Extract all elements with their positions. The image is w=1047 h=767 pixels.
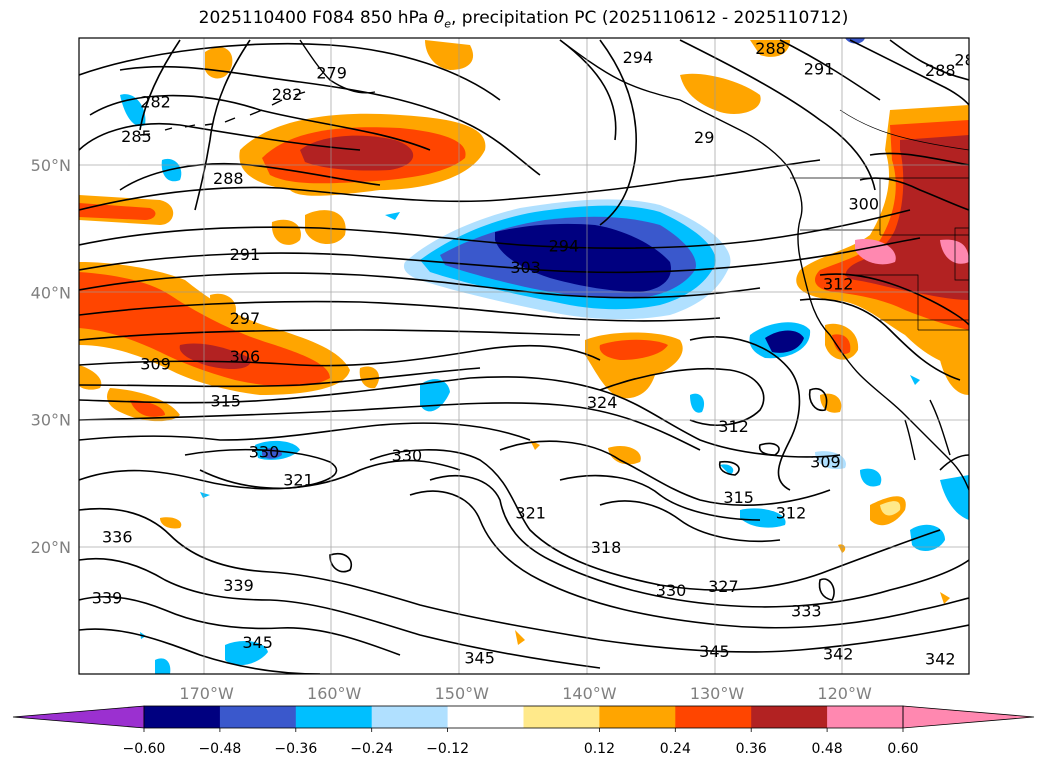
- contour-label: 279: [316, 63, 347, 82]
- latitude-labels: 50°N 40°N 30°N 20°N: [31, 156, 71, 557]
- contour-label: 330: [249, 442, 280, 461]
- map-plot: 2792822822852882912973063093152943033243…: [31, 37, 985, 700]
- contour-label: 297: [230, 309, 261, 328]
- contour-label: 294: [549, 236, 580, 255]
- contour-label: 303: [510, 258, 541, 277]
- contour-label: 321: [515, 503, 546, 522]
- theta-e-contours: [79, 39, 969, 674]
- colorbar-tick-label: 0.60: [887, 741, 918, 757]
- contour-labels: 2792822822852882912973063093152943033243…: [92, 39, 985, 669]
- contour-label: 309: [810, 453, 841, 472]
- colorbar-tick-label: −0.60: [123, 741, 166, 757]
- contour-label: 285: [954, 51, 985, 70]
- colorbar-segment: [219, 706, 297, 728]
- contour-label: 282: [272, 85, 303, 104]
- colorbar-segment: [675, 706, 752, 728]
- contour-label: 333: [791, 601, 822, 620]
- colorbar-segment: [827, 706, 904, 728]
- contour-label: 345: [242, 633, 273, 652]
- colorbar-tick-label: −0.48: [198, 741, 241, 757]
- contour-label: 342: [925, 650, 956, 669]
- contour-label: 306: [230, 347, 261, 366]
- lat-label-20: 20°N: [31, 538, 71, 557]
- contour-label: 285: [121, 127, 152, 146]
- colorbar-segment: [371, 706, 449, 728]
- lon-label-150: 150°W: [435, 684, 490, 700]
- contour-label: 339: [92, 589, 123, 608]
- lon-label-140: 140°W: [562, 684, 617, 700]
- colorbar-segment: [523, 706, 600, 728]
- longitude-labels: 170°W 160°W 150°W 140°W 130°W 120°W: [179, 684, 872, 700]
- lon-label-160: 160°W: [307, 684, 362, 700]
- colorbar-tick-labels: −0.60 −0.48 −0.36 −0.24 −0.12 0.12 0.24 0.36 0.4…: [123, 728, 919, 757]
- contour-label: 321: [283, 470, 314, 489]
- contour-label: 291: [230, 245, 261, 264]
- lon-label-170: 170°W: [179, 684, 234, 700]
- contour-label: 330: [392, 446, 423, 465]
- contour-label: 288: [755, 39, 786, 58]
- contour-label: 327: [708, 577, 739, 596]
- colorbar-tick-label: 0.48: [812, 741, 843, 757]
- colorbar-extend-low: [12, 705, 145, 729]
- colorbar-tick-label: −0.24: [350, 741, 393, 757]
- contour-label: 324: [587, 393, 618, 412]
- colorbar-segment: [447, 706, 524, 728]
- contour-label: 336: [102, 528, 133, 547]
- contour-label: 294: [623, 48, 654, 67]
- contour-label: 312: [776, 503, 807, 522]
- colorbar-segment: [751, 706, 828, 728]
- colorbar-segment: [144, 706, 221, 728]
- colorbar-tick-label: 0.36: [736, 741, 767, 757]
- colorbar-tick-label: −0.36: [274, 741, 317, 757]
- colorbar-tick-label: 0.24: [660, 741, 691, 757]
- contour-label: 282: [140, 93, 171, 112]
- graticule: [79, 38, 969, 674]
- contour-label: 309: [140, 355, 171, 374]
- contour-label: 29: [694, 128, 714, 147]
- contour-label: 300: [848, 194, 879, 213]
- contour-label: 312: [718, 417, 749, 436]
- contour-label: 288: [213, 169, 244, 188]
- plot-title: 2025110400 F084 850 hPa θe, precipitatio…: [198, 8, 849, 31]
- precipitation-shading: [79, 38, 969, 674]
- contour-label: 339: [223, 576, 254, 595]
- lon-label-120: 120°W: [817, 684, 872, 700]
- contour-label: 291: [804, 60, 835, 79]
- contour-label: 318: [591, 538, 622, 557]
- contour-label: 345: [699, 642, 730, 661]
- colorbar-segment: [295, 706, 373, 728]
- colorbar-tick-label: 0.12: [584, 741, 615, 757]
- contour-label: 288: [925, 61, 956, 80]
- colorbar-segments: [12, 705, 1035, 729]
- lon-label-130: 130°W: [690, 684, 745, 700]
- political-borders: [790, 109, 969, 331]
- colorbar-extend-high: [902, 705, 1035, 729]
- contour-label: 315: [210, 392, 241, 411]
- lat-label-30: 30°N: [31, 411, 71, 430]
- contour-label: 342: [823, 645, 854, 664]
- contour-label: 315: [723, 488, 754, 507]
- map-frame: [78, 37, 970, 675]
- lat-label-50: 50°N: [31, 156, 71, 175]
- contour-label: 330: [656, 581, 687, 600]
- lat-label-40: 40°N: [31, 283, 71, 302]
- colorbar-segment: [599, 706, 676, 728]
- contour-label: 312: [823, 274, 854, 293]
- colorbar-frame: [143, 705, 904, 729]
- coastlines: [139, 39, 969, 491]
- colorbar-tick-label: −0.12: [426, 741, 469, 757]
- contour-label: 345: [464, 648, 495, 667]
